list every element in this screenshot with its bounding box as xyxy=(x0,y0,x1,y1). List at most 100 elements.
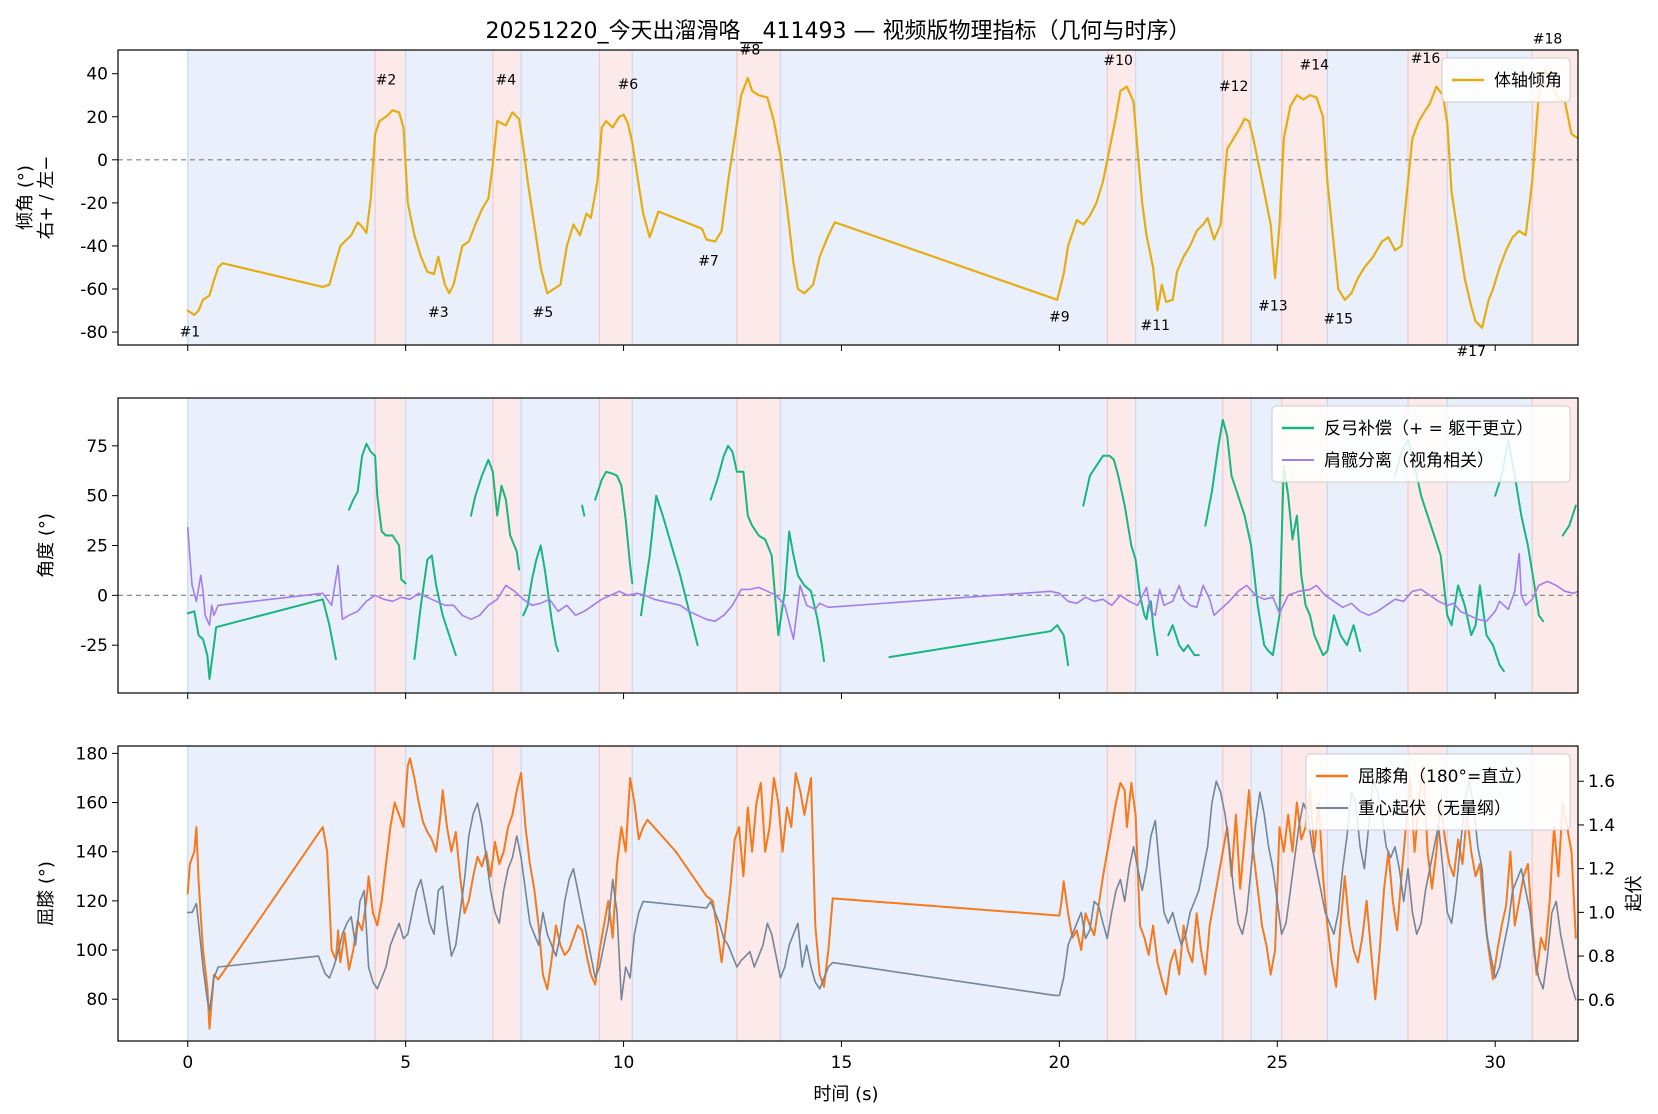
series-line-0 xyxy=(413,554,457,661)
event-label: #3 xyxy=(428,305,449,321)
event-label: #15 xyxy=(1324,311,1354,327)
series-line-0 xyxy=(522,544,560,653)
series-line-0 xyxy=(1561,504,1577,537)
phase-span xyxy=(492,398,522,693)
event-label: #16 xyxy=(1411,51,1441,67)
x-tick-label: 20 xyxy=(1049,1053,1071,1073)
y-tick-label: 20 xyxy=(86,108,108,128)
phase-span xyxy=(780,398,1108,693)
y-axis-label: 倾角 (°) xyxy=(15,165,36,230)
y-tick-label: 140 xyxy=(76,843,108,863)
legend: 体轴倾角 xyxy=(1441,57,1571,103)
panel-angle: -25 0 25 50 75 角度 (°) 反弓补偿（+ = 躯干更立） 肩髋分离（视角相关） xyxy=(36,397,1579,699)
y2-tick-label: 0.6 xyxy=(1588,991,1615,1011)
y-tick-label: 80 xyxy=(86,990,108,1010)
phase-span xyxy=(521,50,600,345)
y-tick-label: -60 xyxy=(80,280,108,300)
phase-span xyxy=(736,398,781,693)
y-tick-label: -20 xyxy=(80,194,108,214)
x-tick-label: 10 xyxy=(613,1053,635,1073)
y-tick-label: -25 xyxy=(80,636,108,656)
event-label: #11 xyxy=(1140,318,1170,334)
event-label: #12 xyxy=(1219,79,1249,95)
phase-span xyxy=(599,50,633,345)
phase-span xyxy=(1222,50,1252,345)
series-line-0 xyxy=(594,470,634,585)
y-tick-label: 75 xyxy=(86,437,108,457)
panel-tilt: #1#2#3#4#5#6#7#8#9#10#11#12#13#14#15#16#… xyxy=(15,32,1579,360)
series-line-0 xyxy=(186,757,1577,1030)
phase-span xyxy=(521,746,600,1041)
y-tick-label: 40 xyxy=(86,65,108,85)
phase-span xyxy=(187,398,376,693)
series-line-0 xyxy=(348,442,407,585)
plot-frame xyxy=(117,49,1579,346)
phase-span xyxy=(405,398,493,693)
y2-axis-label: 起伏 xyxy=(1624,876,1645,912)
phase-span xyxy=(405,746,493,1041)
series-line-0 xyxy=(186,598,337,680)
series-line-0 xyxy=(640,494,699,647)
plot-frame xyxy=(117,745,1579,1042)
x-axis-label: 时间 (s) xyxy=(813,1084,878,1105)
event-label: #17 xyxy=(1456,344,1486,360)
event-label: #10 xyxy=(1103,53,1133,69)
phase-span xyxy=(599,398,633,693)
panel-knee: 80 100 120 140 160 180 0.6 0.8 1.0 1.2 1.4 1.6 0 5 10 1… xyxy=(36,744,1645,1073)
phase-span xyxy=(187,746,376,1041)
phase-span xyxy=(405,50,493,345)
phase-spans xyxy=(187,50,1578,345)
phase-span xyxy=(736,50,781,345)
event-label: #6 xyxy=(618,77,639,93)
series-line-0 xyxy=(581,504,586,517)
y-tick-label: 50 xyxy=(86,487,108,507)
series-line-0 xyxy=(709,444,825,663)
y-tick-label: 160 xyxy=(76,794,108,814)
event-label: #4 xyxy=(496,72,517,88)
legend-label: 屈膝角（180°=直立） xyxy=(1358,767,1532,787)
y-tick-label: 180 xyxy=(76,744,108,764)
x-tick-label: 30 xyxy=(1484,1053,1506,1073)
legend-label: 重心起伏（无量纲） xyxy=(1358,799,1511,819)
y-tick-label: 0 xyxy=(97,586,108,606)
legend-label: 体轴倾角 xyxy=(1494,71,1562,91)
series-line-0 xyxy=(470,458,520,571)
y-tick-label: 25 xyxy=(86,537,108,557)
phase-span xyxy=(780,746,1108,1041)
phase-span xyxy=(1135,50,1223,345)
y-tick-label: -80 xyxy=(80,323,108,343)
y2-tick-label: 1.2 xyxy=(1588,860,1615,880)
y-axis-label: 右+ / 左− xyxy=(36,156,57,240)
event-label: #1 xyxy=(180,324,201,340)
phase-span xyxy=(1327,50,1409,345)
legend-box xyxy=(1305,753,1571,831)
phase-span xyxy=(375,746,406,1041)
series-group xyxy=(186,757,1577,1030)
legend-box xyxy=(1441,57,1571,103)
x-tick-label: 15 xyxy=(831,1053,853,1073)
event-label: #2 xyxy=(376,72,397,88)
y-tick-label: 120 xyxy=(76,892,108,912)
series-line-0 xyxy=(1167,624,1200,657)
y-axis-label: 角度 (°) xyxy=(36,513,57,578)
legend-label: 反弓补偿（+ = 躯干更立） xyxy=(1324,419,1533,439)
chart-title: 20251220_今天出溜滑咯__411493 — 视频版物理指标（几何与时序） xyxy=(486,19,1191,44)
series-line-1 xyxy=(186,780,1577,1012)
phase-span xyxy=(632,746,737,1041)
series-group xyxy=(186,418,1578,680)
phase-span xyxy=(187,50,376,345)
phase-span xyxy=(521,398,600,693)
legend-label: 肩髋分离（视角相关） xyxy=(1324,451,1494,471)
y-tick-label: -40 xyxy=(80,237,108,257)
event-label: #7 xyxy=(698,253,719,269)
event-label: #13 xyxy=(1258,299,1288,315)
event-label: #18 xyxy=(1533,32,1563,48)
phase-span xyxy=(492,50,522,345)
x-tick-label: 5 xyxy=(400,1053,411,1073)
phase-span xyxy=(780,50,1108,345)
y2-tick-label: 1.4 xyxy=(1588,816,1615,836)
y-axis-label: 屈膝 (°) xyxy=(36,861,57,926)
phase-span xyxy=(375,50,406,345)
legend: 屈膝角（180°=直立） 重心起伏（无量纲） xyxy=(1305,753,1571,831)
